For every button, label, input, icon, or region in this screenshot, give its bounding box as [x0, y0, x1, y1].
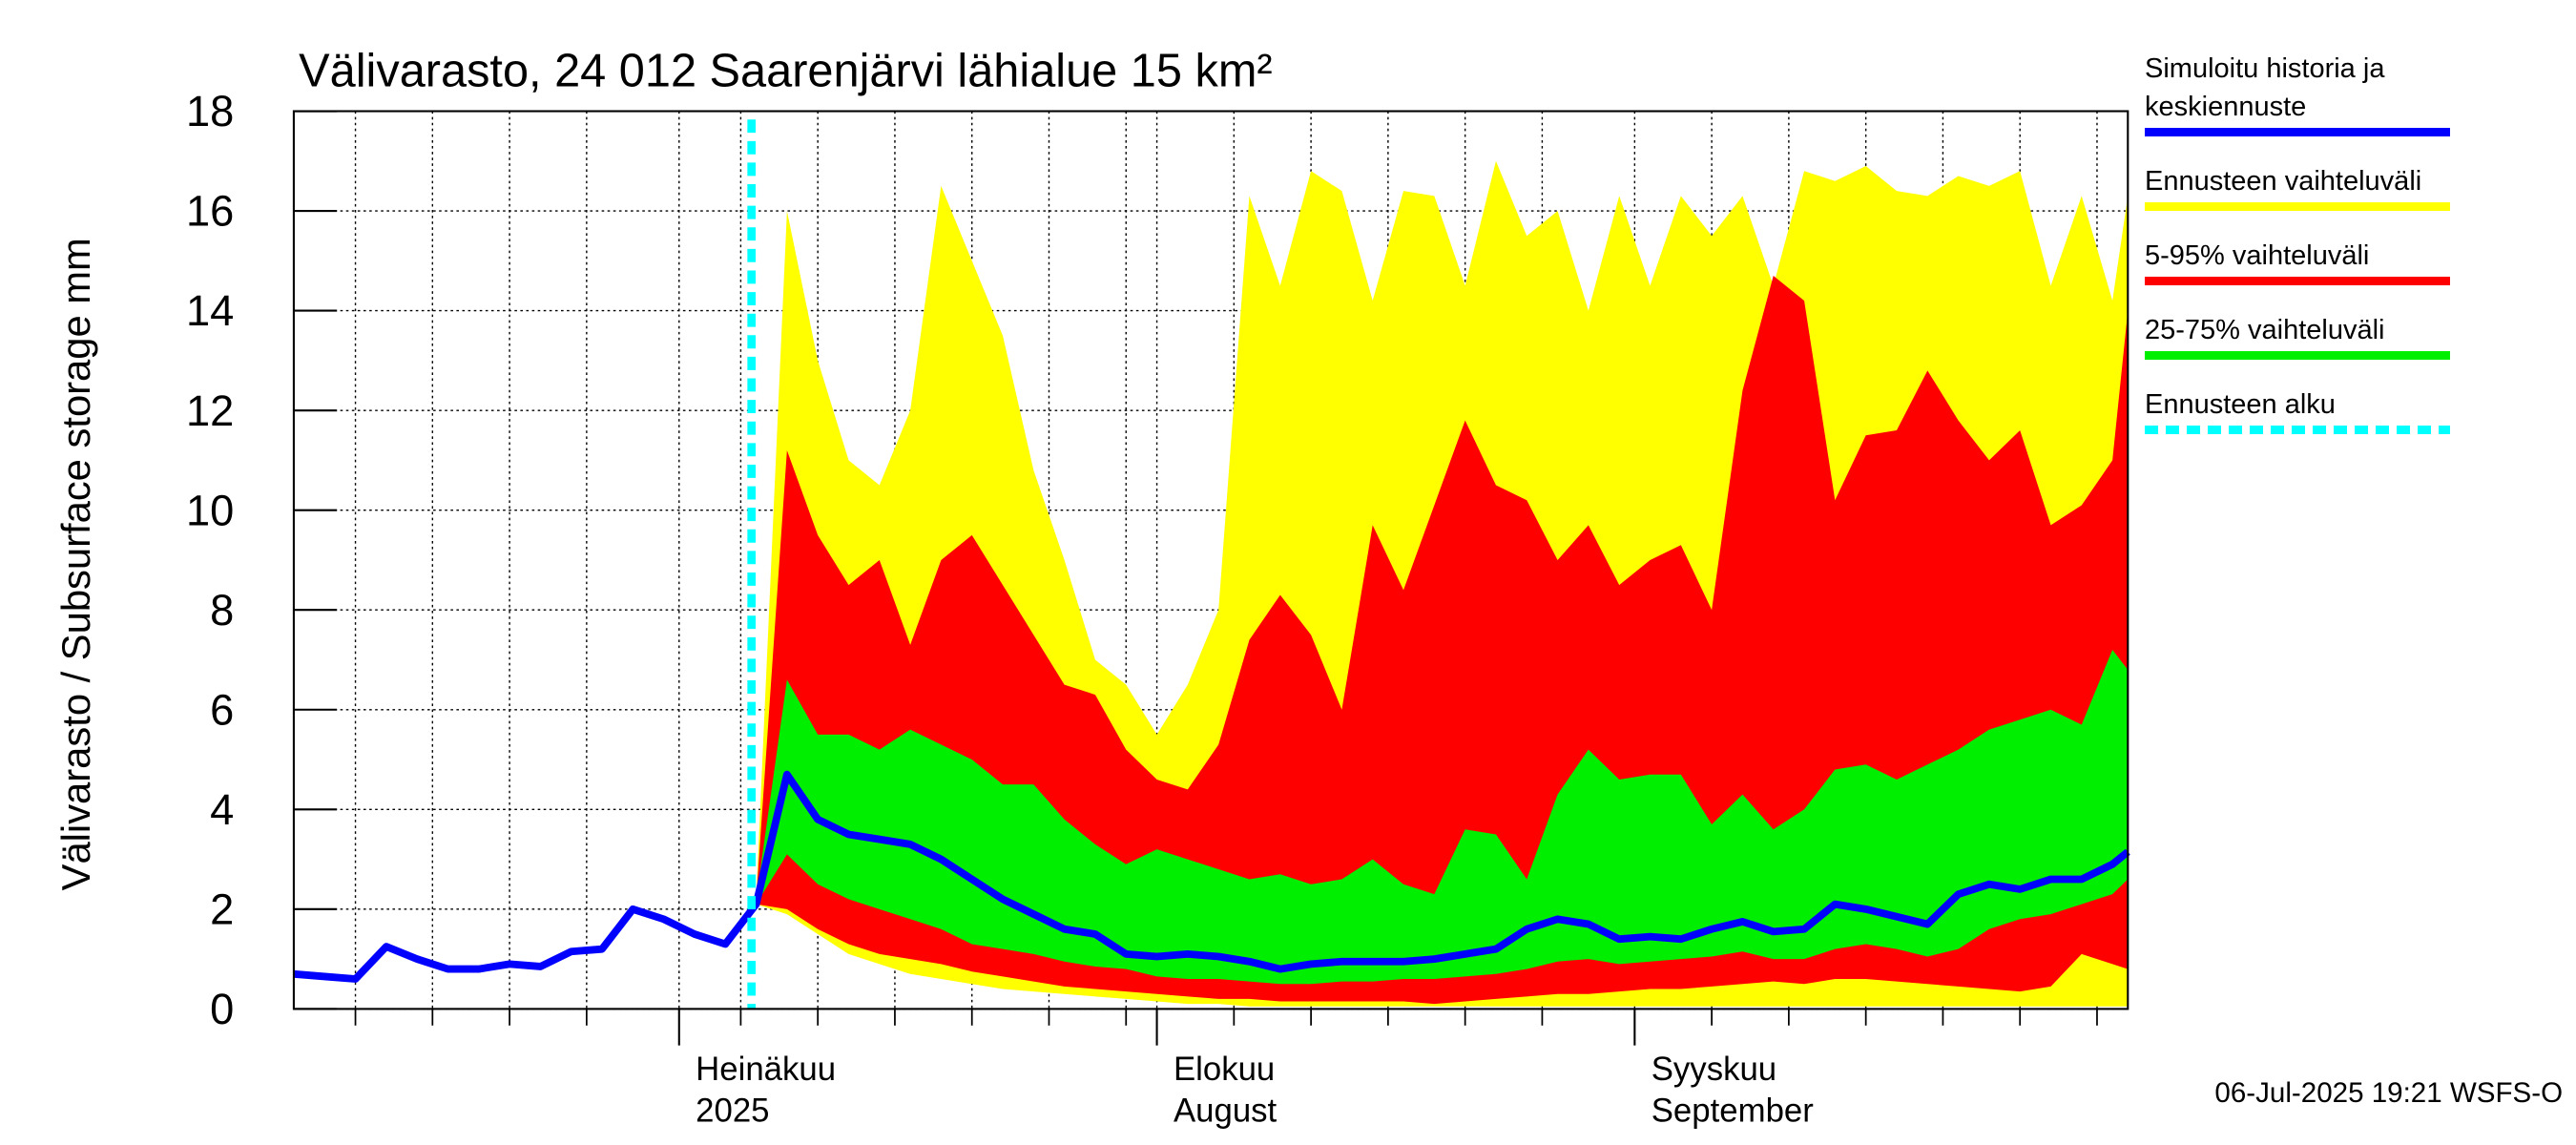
plot-frame: [292, 110, 2129, 1010]
footer: 06-Jul-2025 19:21 WSFS-O: [2214, 1077, 2563, 1109]
legend-label: 25-75% vaihteluväli: [2145, 315, 2385, 345]
y-tick-label: 14: [186, 286, 234, 335]
legend-label: Ennusteen alku: [2145, 389, 2336, 420]
series-line: [293, 770, 2130, 983]
y-tick-label: 18: [186, 87, 234, 135]
legend-swatch: [2145, 426, 2450, 434]
y-tick-label: 10: [186, 486, 234, 534]
x-tick-label: August: [1174, 1093, 1278, 1130]
x-tick-label: Syyskuu: [1652, 1051, 1776, 1088]
y-tick-label: 4: [210, 785, 234, 834]
legend-swatch: [2145, 202, 2450, 211]
chart-title: Välivarasto, 24 012 Saarenjärvi lähialue…: [299, 45, 1272, 96]
legend-label: 5-95% vaihteluväli: [2145, 240, 2370, 271]
legend-swatch: [2145, 128, 2450, 136]
x-tick-label: September: [1652, 1093, 1814, 1130]
legend-label: Ennusteen vaihteluväli: [2145, 166, 2422, 197]
y-tick-label: 6: [210, 685, 234, 734]
y-tick-label: 8: [210, 586, 234, 635]
x-tick-label: Elokuu: [1174, 1051, 1275, 1088]
x-tick-label: Heinäkuu: [696, 1051, 836, 1088]
y-axis-label: Välivarasto / Subsurface storage mm: [53, 238, 98, 890]
y-tick-label: 2: [210, 885, 234, 934]
legend-label: Simuloitu historia ja keskiennuste: [2145, 53, 2385, 122]
band-area: [756, 650, 2129, 985]
legend-swatch: [2145, 277, 2450, 285]
y-tick-label: 12: [186, 386, 234, 435]
y-tick-label: 0: [210, 985, 234, 1033]
x-tick-label: 2025: [696, 1093, 769, 1130]
legend: Simuloitu historia ja keskiennuste Ennust…: [2145, 50, 2460, 460]
y-tick-label: 16: [186, 187, 234, 236]
legend-swatch: [2145, 351, 2450, 360]
